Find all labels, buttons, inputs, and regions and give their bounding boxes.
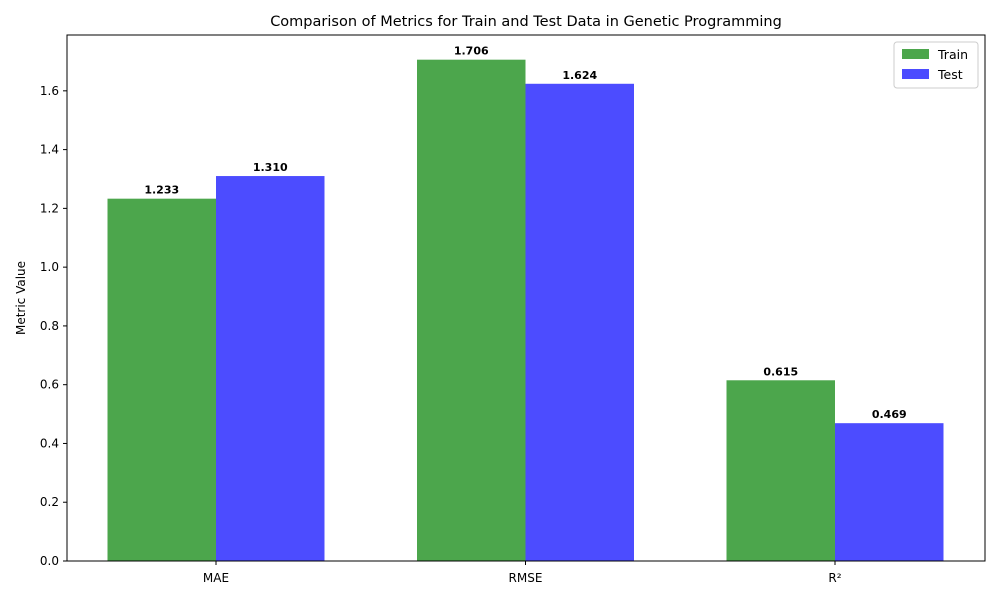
y-axis-label: Metric Value xyxy=(14,261,28,335)
y-tick-label: 1.2 xyxy=(40,201,59,215)
bar-train-2 xyxy=(726,380,835,561)
y-tick-label: 1.4 xyxy=(40,143,59,157)
y-tick-label: 0.4 xyxy=(40,436,59,450)
y-tick-label: 0.2 xyxy=(40,495,59,509)
bar-test-0 xyxy=(216,176,325,561)
y-tick-label: 1.0 xyxy=(40,260,59,274)
bar-test-2 xyxy=(835,423,944,561)
data-label-test-0: 1.310 xyxy=(253,161,288,174)
x-tick-label: RMSE xyxy=(509,571,543,585)
legend-swatch-train xyxy=(902,49,929,59)
bar-train-0 xyxy=(107,198,216,561)
legend: Train Test xyxy=(893,41,979,89)
data-label-test-2: 0.469 xyxy=(872,408,907,421)
y-tick-label: 1.6 xyxy=(40,84,59,98)
chart-title: Comparison of Metrics for Train and Test… xyxy=(270,14,782,30)
data-label-test-1: 1.624 xyxy=(562,69,597,82)
x-tick-label: MAE xyxy=(203,571,229,585)
data-label-train-0: 1.233 xyxy=(144,184,179,197)
x-tick-label: R² xyxy=(828,571,841,585)
axes-layer: 0.0 0.2 0.4 0.6 0.8 1.0 1.2 1.4 1.6 MAE RMSE R² xyxy=(40,34,986,585)
data-labels-layer: 1.233 1.706 0.615 1.310 1.624 0.469 xyxy=(144,45,906,421)
legend-swatch-test xyxy=(902,69,929,79)
y-tick-label: 0.8 xyxy=(40,319,59,333)
data-label-train-2: 0.615 xyxy=(763,365,798,378)
bars-layer xyxy=(107,59,944,561)
legend-label-test: Test xyxy=(937,67,963,82)
legend-label-train: Train xyxy=(937,47,968,62)
bar-test-1 xyxy=(525,83,634,561)
bar-train-1 xyxy=(417,59,526,561)
y-tick-label: 0.6 xyxy=(40,378,59,392)
data-label-train-1: 1.706 xyxy=(454,45,489,58)
y-tick-label: 0.0 xyxy=(40,554,59,568)
